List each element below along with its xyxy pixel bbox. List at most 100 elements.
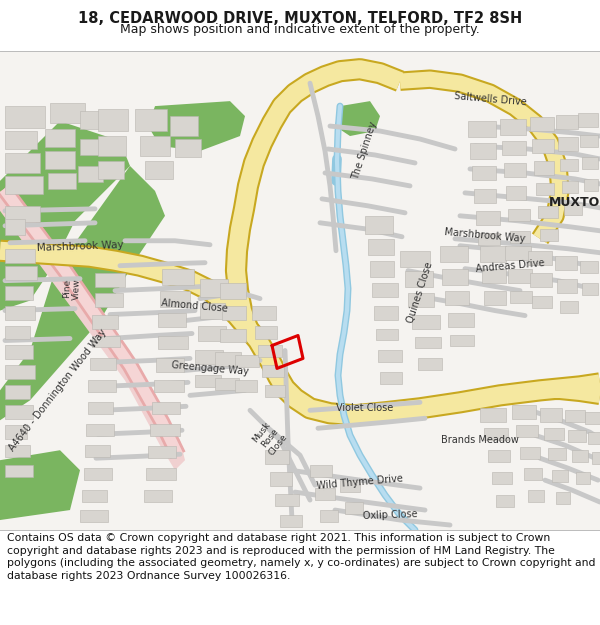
Bar xyxy=(496,495,514,507)
Bar xyxy=(370,261,394,277)
Bar xyxy=(508,269,532,282)
Bar xyxy=(504,163,526,177)
Bar xyxy=(92,336,120,348)
Bar xyxy=(530,272,552,287)
Bar xyxy=(235,381,257,392)
Bar xyxy=(588,432,600,444)
Bar xyxy=(558,137,578,151)
Bar xyxy=(374,306,398,319)
Polygon shape xyxy=(0,121,130,311)
Bar xyxy=(92,314,118,329)
Text: Greengage Way: Greengage Way xyxy=(171,360,249,377)
Bar xyxy=(80,139,105,155)
Bar xyxy=(557,279,577,292)
Bar xyxy=(95,272,125,287)
Bar xyxy=(368,239,394,255)
Polygon shape xyxy=(0,166,165,420)
Bar xyxy=(265,450,289,464)
Bar xyxy=(585,412,600,424)
Bar xyxy=(555,256,577,269)
Bar xyxy=(592,452,600,464)
Bar xyxy=(140,136,170,156)
Text: Oxlip Close: Oxlip Close xyxy=(362,509,418,521)
Bar xyxy=(418,359,442,371)
Bar xyxy=(84,468,112,480)
Bar xyxy=(576,472,590,484)
Bar xyxy=(540,408,562,422)
Bar xyxy=(448,312,474,326)
Bar xyxy=(400,251,430,267)
Bar xyxy=(5,326,30,339)
Bar xyxy=(582,157,598,169)
Bar xyxy=(530,117,554,131)
Bar xyxy=(265,386,285,398)
Text: The Spinney: The Spinney xyxy=(351,121,379,181)
Bar xyxy=(340,480,360,492)
Bar xyxy=(152,402,180,414)
Bar xyxy=(580,261,598,272)
Bar xyxy=(560,301,578,312)
Bar xyxy=(315,488,335,500)
Bar xyxy=(528,490,544,502)
Bar xyxy=(5,286,33,299)
Bar xyxy=(156,359,184,372)
Bar xyxy=(145,161,173,179)
Bar xyxy=(154,381,184,392)
Bar xyxy=(146,468,176,480)
Text: Marshbrook Way: Marshbrook Way xyxy=(444,228,526,244)
Bar xyxy=(170,116,198,136)
Bar xyxy=(470,143,496,159)
Bar xyxy=(538,206,558,218)
Text: Violet Close: Violet Close xyxy=(337,403,394,413)
Bar xyxy=(5,266,37,279)
Bar xyxy=(480,408,506,422)
Bar xyxy=(365,216,393,234)
Bar xyxy=(135,109,167,131)
Bar xyxy=(345,502,363,514)
Polygon shape xyxy=(0,450,80,520)
Bar xyxy=(582,282,598,294)
Bar xyxy=(528,251,552,265)
Bar xyxy=(160,291,190,307)
Bar xyxy=(88,402,113,414)
Bar xyxy=(492,472,512,484)
Bar xyxy=(480,246,506,262)
Bar xyxy=(560,159,578,171)
Bar xyxy=(158,336,188,349)
Bar xyxy=(450,334,474,346)
Text: Pine
View: Pine View xyxy=(62,278,82,300)
Bar xyxy=(98,109,128,131)
Bar xyxy=(578,113,598,127)
Bar xyxy=(195,351,223,364)
Bar xyxy=(5,219,25,235)
Text: MUXTON: MUXTON xyxy=(549,196,600,209)
Bar xyxy=(98,136,126,156)
Bar xyxy=(508,209,530,221)
Bar xyxy=(476,211,500,225)
Bar xyxy=(376,329,398,341)
Bar xyxy=(5,346,33,359)
Bar xyxy=(220,282,246,299)
Bar xyxy=(85,445,110,458)
Bar xyxy=(505,246,531,260)
Text: Brands Meadow: Brands Meadow xyxy=(441,435,519,445)
Bar xyxy=(5,176,43,194)
Bar xyxy=(488,450,510,462)
Text: Quines Close: Quines Close xyxy=(406,261,434,324)
Bar xyxy=(5,386,30,399)
Text: Contains OS data © Crown copyright and database right 2021. This information is : Contains OS data © Crown copyright and d… xyxy=(7,533,596,581)
Bar xyxy=(5,406,33,419)
Bar xyxy=(5,306,35,319)
Bar xyxy=(562,181,578,193)
Text: Map shows position and indicative extent of the property.: Map shows position and indicative extent… xyxy=(120,23,480,36)
Bar xyxy=(482,269,506,282)
Bar xyxy=(235,356,259,367)
Bar xyxy=(158,312,186,326)
Bar xyxy=(380,372,402,384)
Bar xyxy=(378,351,402,362)
Bar xyxy=(516,425,538,438)
Bar xyxy=(255,326,277,339)
Bar xyxy=(50,103,85,123)
Bar xyxy=(82,490,107,502)
Bar xyxy=(280,515,302,527)
